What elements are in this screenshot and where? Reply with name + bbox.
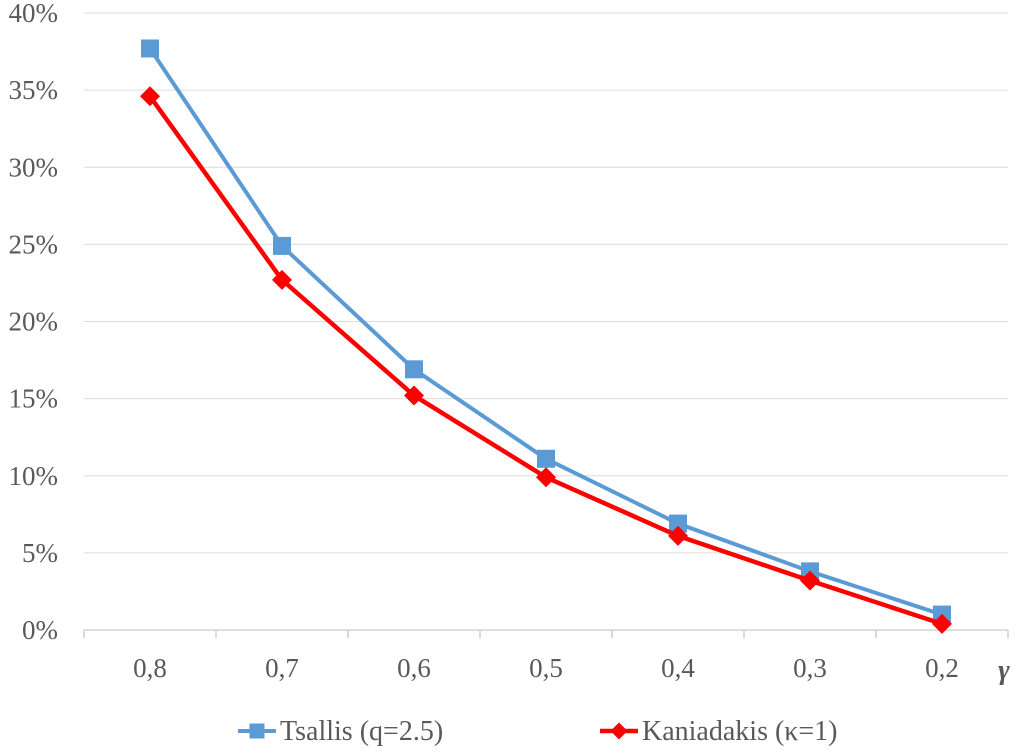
y-tick-label: 0% (22, 615, 58, 645)
x-tick-label: 0,4 (661, 653, 695, 683)
y-tick-label: 40% (9, 0, 59, 28)
y-tick-label: 20% (9, 307, 59, 337)
legend-label: Tsallis (q=2.5) (280, 716, 443, 747)
y-tick-label: 15% (9, 384, 59, 414)
data-point-marker (610, 722, 628, 740)
legend-item: Kaniadakis (κ=1) (600, 716, 838, 747)
series-line (148, 94, 943, 626)
data-point-marker (668, 525, 688, 546)
series-tsallis (141, 39, 951, 624)
legend-label: Kaniadakis (κ=1) (642, 716, 838, 747)
x-tick-label: 0,2 (925, 653, 959, 683)
y-tick-label: 35% (9, 75, 59, 105)
series-line (148, 47, 943, 617)
y-tick-label: 25% (9, 229, 59, 259)
data-point-marker (249, 723, 265, 739)
legend-item: Tsallis (q=2.5) (238, 716, 443, 747)
data-point-marker (800, 570, 820, 591)
data-point-marker (536, 467, 556, 488)
x-tick-label: 0,6 (397, 653, 431, 683)
data-point-marker (669, 514, 687, 533)
data-point-marker (140, 86, 160, 107)
series-kaniadakis (140, 86, 952, 634)
y-tick-label: 30% (9, 152, 59, 182)
x-tick-label: 0,3 (793, 653, 827, 683)
y-tick-label: 10% (9, 461, 59, 491)
x-tick-label: 0,7 (265, 653, 299, 683)
data-point-marker (404, 385, 424, 406)
data-point-marker (273, 236, 291, 255)
data-point-marker (932, 613, 952, 634)
data-point-marker (537, 449, 555, 468)
x-tick-label: 0,8 (133, 653, 167, 683)
x-tick-label: 0,5 (529, 653, 563, 683)
data-point-marker (272, 269, 292, 290)
y-tick-label: 5% (22, 538, 58, 568)
x-axis-title: γ (998, 655, 1010, 686)
data-point-marker (141, 39, 159, 58)
data-point-marker (405, 360, 423, 379)
